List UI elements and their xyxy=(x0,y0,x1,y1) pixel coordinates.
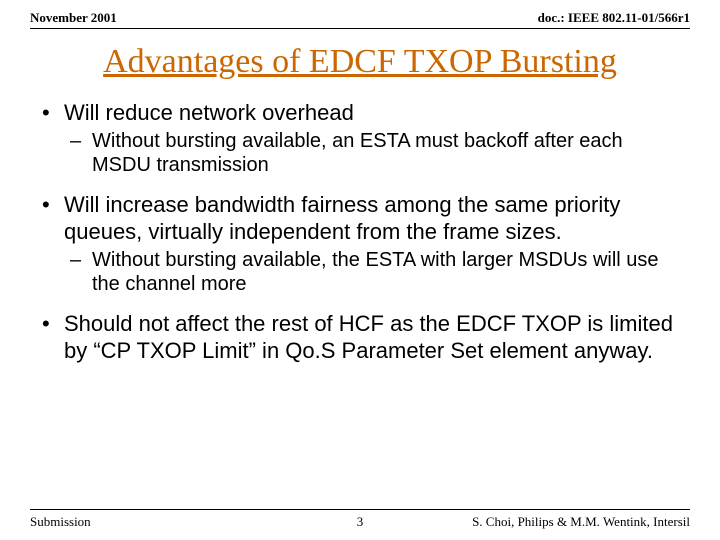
bullet-text: Should not affect the rest of HCF as the… xyxy=(64,311,673,364)
slide-title: Advantages of EDCF TXOP Bursting xyxy=(30,43,690,81)
slide-footer: Submission 3 S. Choi, Philips & M.M. Wen… xyxy=(30,514,690,530)
slide-header: November 2001 doc.: IEEE 802.11-01/566r1 xyxy=(0,0,720,28)
bullet-item: Will reduce network overhead Without bur… xyxy=(40,99,684,177)
header-doc-id: doc.: IEEE 802.11-01/566r1 xyxy=(538,10,690,26)
bullet-text: Will increase bandwidth fairness among t… xyxy=(64,192,620,245)
sub-bullet-item: Without bursting available, the ESTA wit… xyxy=(64,248,684,296)
sub-bullet-list: Without bursting available, an ESTA must… xyxy=(64,129,684,177)
header-date: November 2001 xyxy=(30,10,117,26)
bullet-text: Will reduce network overhead xyxy=(64,100,354,125)
footer-left: Submission xyxy=(30,514,91,530)
footer-page-number: 3 xyxy=(357,514,364,530)
footer-rule xyxy=(30,509,690,510)
bullet-list: Will reduce network overhead Without bur… xyxy=(40,99,684,365)
header-rule xyxy=(30,28,690,29)
sub-bullet-item: Without bursting available, an ESTA must… xyxy=(64,129,684,177)
bullet-item: Will increase bandwidth fairness among t… xyxy=(40,191,684,296)
bullet-item: Should not affect the rest of HCF as the… xyxy=(40,310,684,365)
sub-bullet-list: Without bursting available, the ESTA wit… xyxy=(64,248,684,296)
footer-authors: S. Choi, Philips & M.M. Wentink, Intersi… xyxy=(472,514,690,530)
slide-content: Will reduce network overhead Without bur… xyxy=(0,99,720,365)
